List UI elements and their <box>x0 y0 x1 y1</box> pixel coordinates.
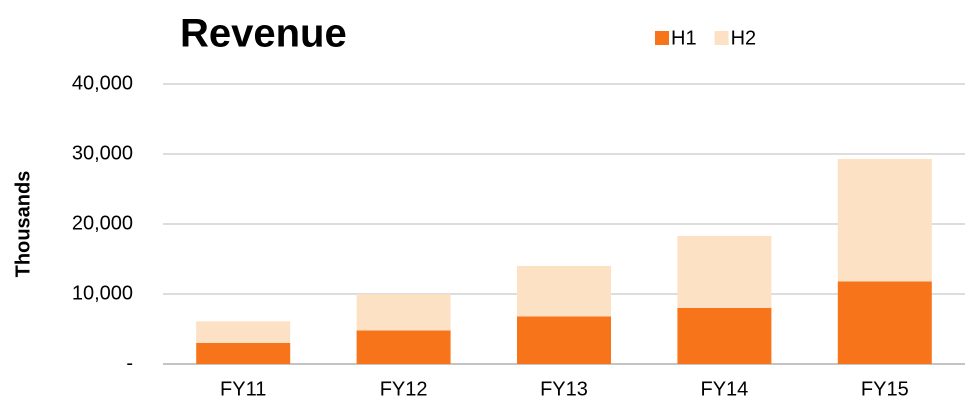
x-tick-label: FY15 <box>861 378 909 400</box>
x-tick-label: FY13 <box>540 378 588 400</box>
bar-segment <box>677 235 772 308</box>
y-tick-label: - <box>126 352 133 374</box>
chart-title: Revenue <box>180 12 347 56</box>
bar-segment <box>196 321 291 343</box>
legend-swatch <box>655 31 669 45</box>
bar-segment <box>196 343 291 364</box>
bar-segment <box>677 308 772 364</box>
y-tick-label: 10,000 <box>72 282 133 304</box>
legend-label: H1 <box>671 27 697 49</box>
bar-segment <box>356 330 451 364</box>
y-tick-label: 30,000 <box>72 142 133 164</box>
legend-swatch <box>714 31 729 45</box>
x-tick-label: FY14 <box>700 378 748 400</box>
legend-label: H2 <box>731 27 757 49</box>
bar-segment <box>517 266 611 317</box>
y-tick-label: 20,000 <box>72 212 133 234</box>
bar-segment <box>837 281 932 364</box>
y-axis-label: Thousands <box>12 171 34 278</box>
y-tick-label: 40,000 <box>72 72 133 94</box>
x-tick-label: FY11 <box>220 378 266 400</box>
bar-segment <box>517 316 611 364</box>
x-tick-label: FY12 <box>380 378 428 400</box>
bar-segment <box>837 158 932 282</box>
bar-segment <box>356 294 451 331</box>
